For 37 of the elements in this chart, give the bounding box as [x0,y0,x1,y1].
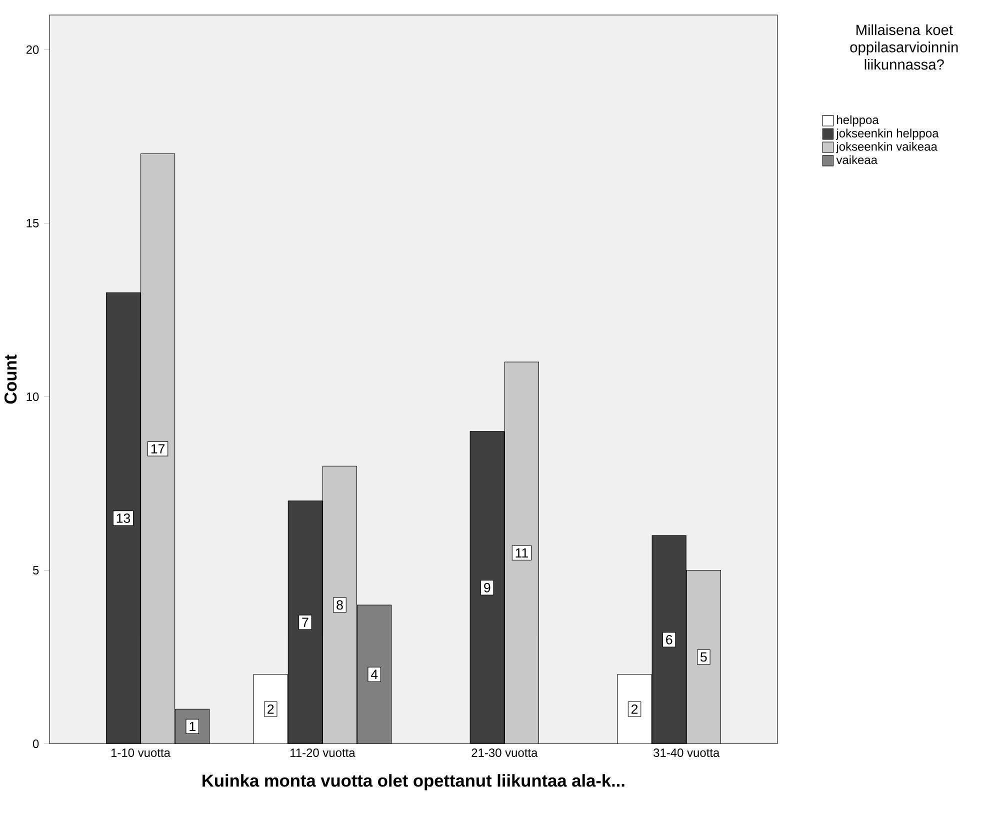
x-axis-title: Kuinka monta vuotta olet opettanut liikuntaa ala-k... [202,774,624,790]
data-label: 13 [116,514,130,524]
legend-label: helppoa [837,115,879,127]
x-tick-label: 1-10 vuotta [111,748,170,758]
bar [140,154,176,744]
data-label: 4 [370,670,378,680]
data-label: 17 [151,444,165,454]
data-label: 6 [666,635,672,645]
bar [686,570,721,744]
data-label: 11 [516,548,528,558]
data-label: 7 [302,618,308,628]
y-tick-label: 10 [26,392,39,402]
legend-title: Millaisena koet oppilasarvioinnin liikunnassa? [850,24,958,70]
data-label: 2 [268,704,274,714]
bar [504,362,539,744]
legend-label: vaikeaa [836,156,878,164]
bar [357,604,392,744]
x-tick-label: 21-30 vuotta [472,748,538,758]
y-tick-label: 5 [32,566,39,575]
legend-label: jokseenkin helppoa [836,128,939,140]
bar [470,431,504,744]
bar [652,535,686,744]
y-tick-label: 15 [26,219,39,228]
bar [322,466,358,744]
y-axis-title: Count [4,354,17,404]
legend-label: jokseenkin vaikeaa [836,142,938,154]
x-tick-label: 31-40 vuotta [654,748,720,758]
data-label: 9 [484,583,490,592]
bar [288,500,322,744]
bar [106,292,141,744]
data-label: 8 [336,600,343,610]
data-label: 1 [190,722,196,732]
data-label: 2 [631,704,638,714]
data-label: 5 [700,652,707,662]
y-tick-label: 20 [26,46,39,54]
x-tick-label: 11-20 vuotta [290,748,356,758]
y-tick-label: 0 [32,740,39,748]
